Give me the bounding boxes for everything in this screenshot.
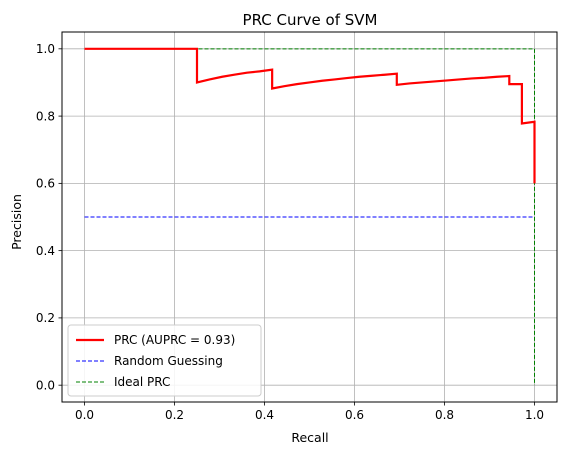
- y-tick-label: 0.6: [36, 177, 55, 191]
- y-tick-label: 0.4: [36, 244, 55, 258]
- y-tick-label: 0.0: [36, 378, 55, 392]
- y-axis-label: Precision: [9, 194, 24, 250]
- legend: PRC (AUPRC = 0.93) Random Guessing Ideal P…: [67, 324, 262, 397]
- series-layer: [84, 47, 536, 386]
- legend-label: PRC (AUPRC = 0.93): [114, 333, 235, 347]
- legend-label: Random Guessing: [114, 354, 223, 368]
- legend-box: [67, 324, 262, 397]
- prc-curve-line: [84, 47, 536, 184]
- legend-label: Ideal PRC: [114, 375, 170, 389]
- x-axis-label: Recall: [291, 430, 328, 445]
- plot-frame: [61, 31, 558, 403]
- x-tick-label: 0.0: [75, 408, 94, 422]
- y-tick-label: 0.2: [36, 311, 55, 325]
- x-tick-label: 1.0: [525, 408, 544, 422]
- chart-title: PRC Curve of SVM: [243, 11, 378, 29]
- legend-item-ideal-prc: Ideal PRC: [76, 375, 170, 389]
- ideal-prc-line: [84, 48, 535, 386]
- x-tick-label: 0.2: [165, 408, 184, 422]
- y-tick-label: 1.0: [36, 42, 55, 56]
- ticks: 0.0 0.2 0.4 0.6 0.8 1.0 0.0 0.2 0.4 0.6 0.8 1.0: [36, 42, 544, 422]
- legend-item-random-guessing: Random Guessing: [76, 354, 223, 368]
- y-tick-label: 0.8: [36, 109, 55, 123]
- x-tick-label: 0.6: [345, 408, 364, 422]
- legend-item-prc: PRC (AUPRC = 0.93): [76, 333, 235, 347]
- x-tick-label: 0.8: [435, 408, 454, 422]
- x-tick-label: 0.4: [255, 408, 274, 422]
